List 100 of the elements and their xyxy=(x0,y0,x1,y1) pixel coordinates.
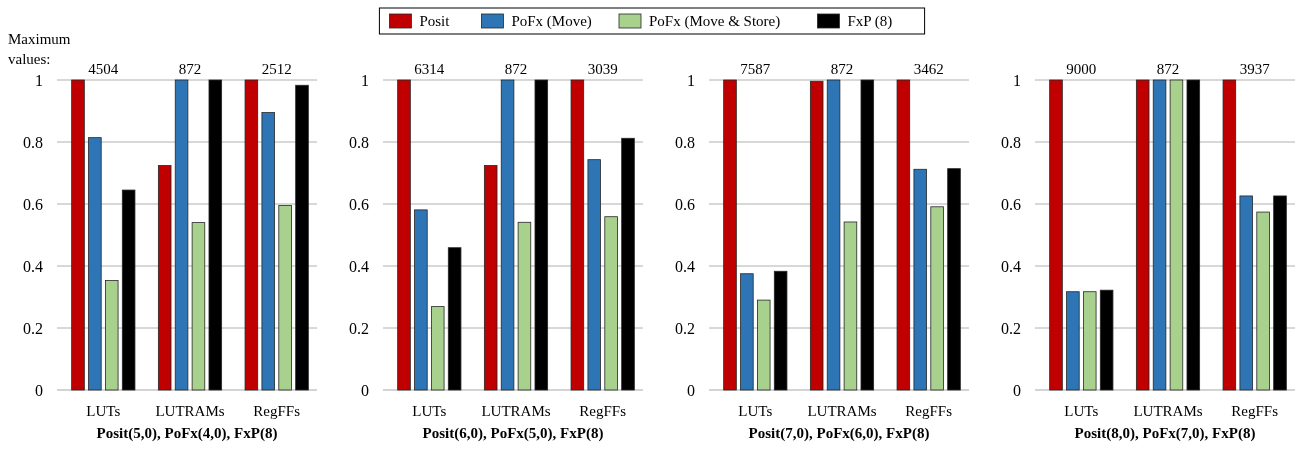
y-tick-label: 0.2 xyxy=(349,319,369,337)
text: Maximum values: xyxy=(8,31,71,67)
bar xyxy=(1066,291,1080,391)
bar xyxy=(843,221,858,391)
bar xyxy=(447,247,462,391)
x-tick-label: LUTs xyxy=(86,403,121,419)
bar xyxy=(757,299,771,391)
x-tick-label: LUTs xyxy=(1064,403,1099,419)
bar xyxy=(930,206,944,391)
y-tick-label: 0.4 xyxy=(1001,257,1021,275)
y-tick-label: 0 xyxy=(687,381,695,399)
y-tick-label: 0.6 xyxy=(23,195,43,213)
bar xyxy=(105,280,119,391)
y-tick-label: 1 xyxy=(687,71,695,89)
bar xyxy=(483,165,498,391)
text: 6314 xyxy=(414,61,445,77)
bar xyxy=(500,79,515,391)
bar xyxy=(1222,79,1237,391)
bar xyxy=(1083,291,1097,391)
bar xyxy=(1152,79,1167,391)
legend-label: Posit xyxy=(419,13,451,29)
y-tick-label: 0.6 xyxy=(349,195,369,213)
bar xyxy=(1099,289,1114,391)
x-tick-label: RegFFs xyxy=(579,403,627,419)
x-tick-label: LUTRAMs xyxy=(481,403,551,419)
bar xyxy=(208,79,223,391)
x-axis-title: Posit(5,0), PoFx(4,0), FxP(8) xyxy=(96,425,278,442)
bar xyxy=(414,209,428,391)
bar xyxy=(157,165,172,391)
text: 3462 xyxy=(913,61,944,77)
y-tick-label: 0.6 xyxy=(1001,195,1021,213)
x-axis-title: Posit(6,0), PoFx(5,0), FxP(8) xyxy=(422,425,604,442)
x-tick-label: LUTRAMs xyxy=(155,403,225,419)
text: 872 xyxy=(178,61,202,77)
y-tick-label: 0.4 xyxy=(23,257,43,275)
bar xyxy=(244,79,259,391)
bar xyxy=(570,79,585,391)
x-tick-label: RegFFs xyxy=(253,403,301,419)
bar xyxy=(604,216,618,391)
bar xyxy=(397,79,411,391)
bar xyxy=(278,205,292,391)
bar xyxy=(860,79,875,391)
bar xyxy=(1256,211,1270,391)
y-tick-label: 0.2 xyxy=(675,319,695,337)
bar xyxy=(896,79,911,391)
text: 3039 xyxy=(587,61,618,77)
legend-label: PoFx (Move) xyxy=(511,13,592,30)
bar xyxy=(723,79,737,391)
bar xyxy=(174,79,189,391)
x-tick-label: RegFFs xyxy=(1231,403,1279,419)
bar xyxy=(587,159,601,391)
bar xyxy=(261,112,275,391)
text: 872 xyxy=(504,61,528,77)
bar xyxy=(431,306,445,391)
y-tick-label: 0.8 xyxy=(349,133,369,151)
y-tick-label: 0.2 xyxy=(23,319,43,337)
x-tick-label: LUTRAMs xyxy=(807,403,877,419)
y-tick-label: 0 xyxy=(1013,381,1021,399)
y-tick-label: 0.4 xyxy=(349,257,369,275)
bar xyxy=(88,137,102,391)
y-tick-label: 0.6 xyxy=(675,195,695,213)
bar xyxy=(1169,79,1184,391)
text: 4504 xyxy=(88,61,119,77)
bar xyxy=(621,137,635,391)
bar xyxy=(534,79,549,391)
text: 9000 xyxy=(1066,61,1097,77)
y-tick-label: 0 xyxy=(361,381,369,399)
bar xyxy=(826,79,841,391)
bar xyxy=(1273,195,1287,391)
bar xyxy=(740,273,754,391)
x-tick-label: LUTs xyxy=(738,403,773,419)
x-tick-label: LUTRAMs xyxy=(1133,403,1203,419)
text: 3937 xyxy=(1239,61,1271,77)
bar xyxy=(295,84,309,391)
y-tick-label: 0.8 xyxy=(1001,133,1021,151)
x-tick-label: RegFFs xyxy=(905,403,953,419)
legend-label: PoFx (Move & Store) xyxy=(649,13,781,30)
x-axis-title: Posit(7,0), PoFx(6,0), FxP(8) xyxy=(748,425,930,442)
bar xyxy=(1135,79,1150,391)
legend-label: FxP (8) xyxy=(847,13,893,30)
y-tick-label: 0.2 xyxy=(1001,319,1021,337)
text: 7587 xyxy=(740,61,771,77)
x-axis-title: Posit(8,0), PoFx(7,0), FxP(8) xyxy=(1074,425,1256,442)
bar xyxy=(913,168,927,391)
bar xyxy=(809,80,824,391)
bar xyxy=(947,168,961,391)
y-tick-label: 0.8 xyxy=(23,133,43,151)
y-tick-label: 0.4 xyxy=(675,257,695,275)
y-tick-label: 1 xyxy=(361,71,369,89)
bar xyxy=(1239,195,1253,391)
text: 872 xyxy=(830,61,854,77)
bar xyxy=(121,189,136,391)
bar xyxy=(71,79,85,391)
x-tick-label: LUTs xyxy=(412,403,447,419)
text: 872 xyxy=(1156,61,1180,77)
bar xyxy=(773,270,788,391)
bar xyxy=(517,221,532,391)
y-tick-label: 1 xyxy=(1013,71,1021,89)
y-tick-label: 0.8 xyxy=(675,133,695,151)
y-tick-label: 1 xyxy=(35,71,43,89)
